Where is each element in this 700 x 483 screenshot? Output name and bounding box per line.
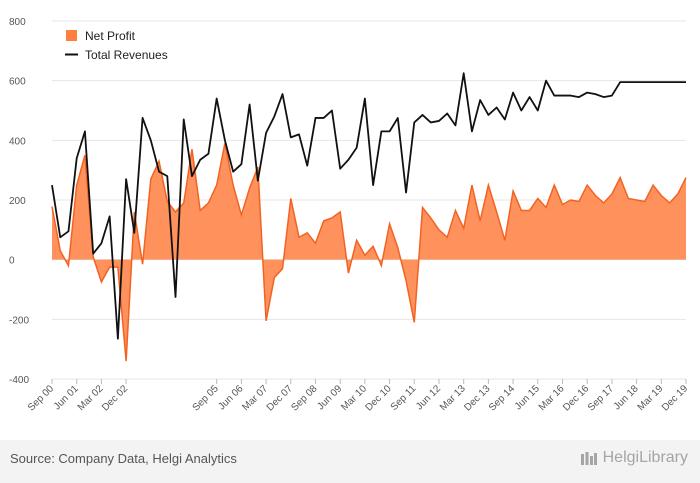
x-tick-label: Mar 13 — [438, 383, 468, 413]
library-icon — [580, 452, 597, 465]
x-tick-label: Jun 12 — [414, 383, 443, 412]
x-tick-label: Mar 19 — [636, 383, 666, 413]
x-tick-label: Sep 05 — [191, 383, 221, 413]
x-tick-label: Dec 16 — [561, 383, 591, 413]
plot-area — [51, 72, 687, 362]
brand-logo: HelgiLibrary — [580, 449, 688, 467]
y-tick-label: -200 — [9, 315, 29, 326]
x-tick-label: Jun 15 — [513, 383, 542, 412]
x-tick-label: Sep 17 — [586, 383, 616, 413]
x-tick-label: Mar 16 — [537, 383, 567, 413]
series-net-profit-area — [52, 143, 686, 362]
footer-bar: Source: Company Data, Helgi Analytics He… — [0, 440, 700, 483]
y-tick-label: 600 — [9, 77, 26, 88]
x-tick-label: Dec 10 — [364, 383, 394, 413]
y-tick-label: 400 — [9, 136, 26, 147]
y-tick-label: -400 — [9, 375, 29, 386]
legend-swatch-net-profit — [66, 30, 77, 41]
x-tick-label: Jun 09 — [315, 383, 344, 412]
y-axis-ticks: -400 -200 0 200 400 600 800 — [9, 17, 29, 386]
y-tick-label: 0 — [9, 256, 15, 267]
x-tick-label: Mar 02 — [76, 383, 106, 413]
x-tick-label: Dec 07 — [265, 383, 295, 413]
x-tick-label: Sep 00 — [26, 383, 56, 413]
x-tick-label: Sep 11 — [389, 383, 419, 413]
x-tick-label: Dec 13 — [462, 383, 492, 413]
brand-name: HelgiLibrary — [602, 449, 688, 466]
legend-label-net-profit: Net Profit — [85, 29, 136, 43]
source-note: Source: Company Data, Helgi Analytics — [10, 451, 237, 466]
y-tick-label: 800 — [9, 17, 26, 28]
y-tick-label: 200 — [9, 196, 26, 207]
x-tick-label: Jun 06 — [216, 383, 245, 412]
x-tick-label: Mar 10 — [339, 383, 369, 413]
x-tick-label: Sep 08 — [289, 383, 319, 413]
x-tick-label: Jun 01 — [52, 383, 81, 412]
series-total-revenues-line — [51, 72, 686, 340]
x-tick-label: Dec 19 — [660, 383, 690, 413]
legend: Net Profit Total Revenues — [65, 29, 168, 62]
x-tick-label: Dec 02 — [100, 383, 130, 413]
x-tick-label: Mar 07 — [240, 383, 270, 413]
x-tick-label: Sep 14 — [487, 383, 517, 413]
x-tick-label: Jun 18 — [612, 383, 641, 412]
legend-label-total-revenues: Total Revenues — [85, 48, 168, 62]
